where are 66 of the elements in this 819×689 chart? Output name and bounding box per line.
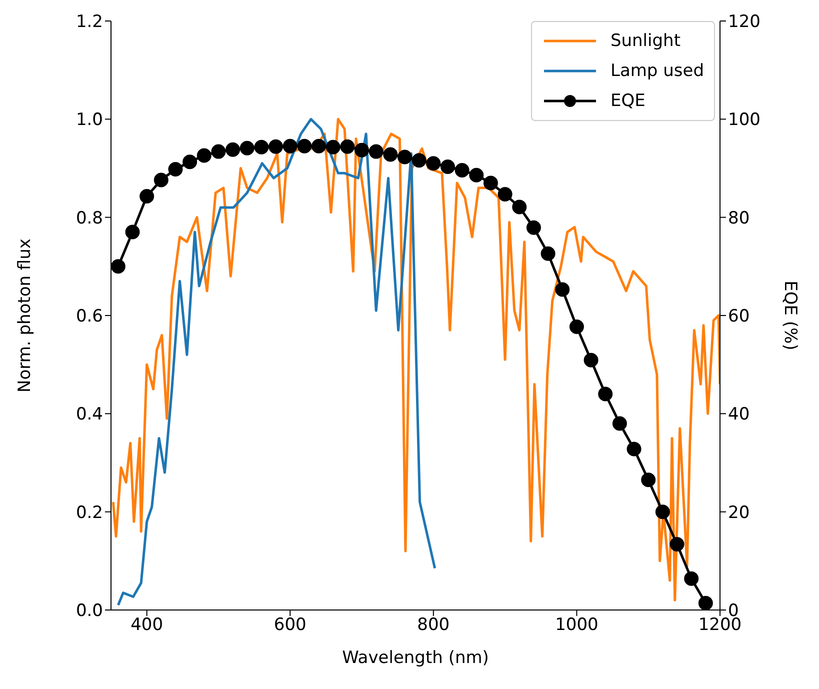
y2-tick-label: 40 <box>728 404 750 425</box>
point <box>612 416 627 431</box>
point <box>454 162 470 178</box>
point <box>440 160 455 174</box>
y2-tick-label: 20 <box>728 502 750 523</box>
x-tick-label: 600 <box>274 615 306 636</box>
point <box>469 168 484 182</box>
point <box>655 504 670 520</box>
legend-label: Sunlight <box>610 31 680 51</box>
point <box>125 224 140 240</box>
x-tick-label: 800 <box>417 615 450 636</box>
x-tick-label: 1000 <box>555 615 598 636</box>
x-tick-label: 400 <box>130 615 164 636</box>
point <box>268 139 284 154</box>
y-tick-label: 0.0 <box>76 601 103 622</box>
y2-tick-label: 100 <box>728 110 760 130</box>
point <box>297 138 312 154</box>
point <box>641 472 656 488</box>
point <box>698 596 713 610</box>
y-axis-title: Norm. photon flux <box>15 238 36 392</box>
y2-tick-label: 80 <box>728 208 750 228</box>
point <box>368 144 384 159</box>
y2-tick-label: 60 <box>728 306 750 327</box>
point <box>182 154 198 170</box>
point <box>684 571 699 586</box>
y-tick-label: 0.8 <box>76 208 103 228</box>
point <box>196 148 212 163</box>
point <box>340 139 355 154</box>
point <box>626 442 642 456</box>
point <box>670 536 684 552</box>
point <box>584 352 598 368</box>
point <box>540 246 556 261</box>
point <box>426 156 441 171</box>
point <box>569 320 584 334</box>
point <box>226 142 240 157</box>
y2-axis-title: EQE (%) <box>780 280 800 350</box>
point <box>498 187 512 202</box>
point <box>154 172 168 188</box>
line-series <box>116 118 436 606</box>
point <box>512 200 527 214</box>
point <box>398 150 412 164</box>
y2-tick-label: 120 <box>728 12 760 32</box>
point <box>168 162 183 176</box>
point <box>412 153 426 168</box>
point <box>555 282 570 297</box>
point <box>240 140 254 156</box>
y-tick-label: 0.4 <box>76 404 103 425</box>
point <box>211 144 226 159</box>
point <box>383 147 398 162</box>
legend-label: Lamp used <box>610 61 704 81</box>
x-axis-title: Wavelength (nm) <box>342 648 489 668</box>
point <box>111 259 126 274</box>
point <box>326 140 340 154</box>
point <box>254 140 269 154</box>
point <box>526 220 541 235</box>
point <box>140 188 154 204</box>
y-tick-label: 1.0 <box>76 110 103 130</box>
point <box>282 138 298 154</box>
y-tick-label: 0.2 <box>76 502 103 523</box>
point <box>598 386 613 402</box>
point <box>483 176 498 190</box>
point <box>354 142 370 158</box>
y-tick-label: 0.6 <box>76 306 103 327</box>
legend-label: EQE <box>610 91 646 111</box>
y-tick-label: 1.2 <box>76 12 103 32</box>
point <box>312 138 326 154</box>
